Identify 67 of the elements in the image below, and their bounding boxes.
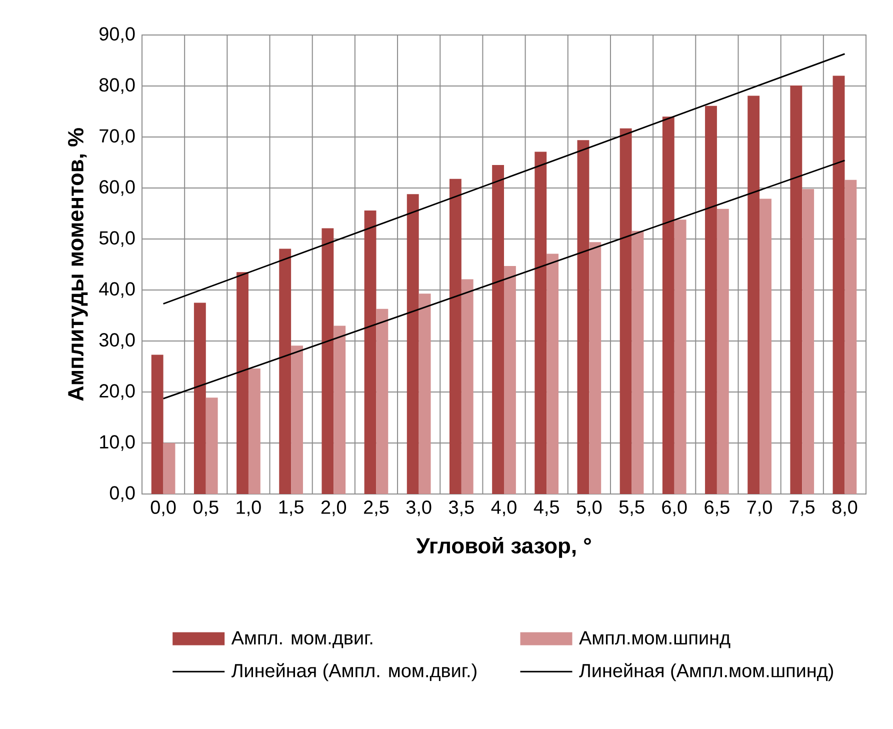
bar bbox=[461, 279, 474, 494]
bar bbox=[534, 152, 547, 494]
x-tick-label: 5,5 bbox=[619, 500, 644, 516]
y-tick-label: 70,0 bbox=[100, 129, 135, 145]
bar bbox=[632, 230, 644, 494]
bar bbox=[376, 308, 388, 494]
y-tick-label: 90,0 bbox=[100, 27, 135, 43]
bar bbox=[279, 248, 292, 494]
bar bbox=[674, 220, 686, 494]
legend-label: Ампл.мом.шпинд bbox=[579, 631, 730, 648]
legend-label: Линейная (Ампл. мом.двиг.) bbox=[232, 663, 476, 682]
x-tick-label: 6,0 bbox=[662, 500, 687, 516]
y-axis-title: Амплитуды моментов, % bbox=[68, 128, 88, 401]
bar bbox=[577, 140, 590, 494]
bar bbox=[364, 210, 376, 494]
x-tick-label: 7,5 bbox=[790, 500, 814, 516]
x-tick-label: 5,0 bbox=[576, 500, 602, 516]
x-tick-label: 2,0 bbox=[321, 500, 346, 516]
bar bbox=[589, 242, 602, 494]
y-tick-label: 60,0 bbox=[100, 180, 135, 196]
bar bbox=[291, 346, 303, 494]
bar bbox=[406, 194, 419, 494]
x-tick-label: 8,0 bbox=[832, 500, 858, 516]
bar bbox=[449, 178, 462, 494]
bar bbox=[662, 116, 674, 494]
bar bbox=[248, 368, 260, 494]
x-tick-label: 3,0 bbox=[406, 500, 432, 516]
bar bbox=[790, 85, 802, 494]
x-tick-label: 0,0 bbox=[150, 500, 176, 516]
legend-label: Линейная (Ампл.мом.шпинд) bbox=[579, 663, 834, 682]
y-tick-label: 0,0 bbox=[110, 486, 135, 502]
bar bbox=[802, 189, 814, 494]
x-tick-label: 4,5 bbox=[534, 500, 559, 516]
bar bbox=[504, 266, 516, 494]
bar bbox=[844, 180, 857, 494]
legend-label: Ампл. мом.двиг. bbox=[231, 631, 372, 648]
y-tick-label: 20,0 bbox=[100, 384, 135, 400]
x-tick-label: 7,0 bbox=[747, 500, 772, 516]
x-tick-label: 6,5 bbox=[704, 500, 730, 516]
y-tick-label: 80,0 bbox=[99, 78, 135, 94]
x-tick-label: 3,5 bbox=[448, 500, 474, 516]
bar bbox=[748, 96, 760, 494]
x-tick-label: 2,5 bbox=[364, 500, 389, 516]
bar bbox=[236, 272, 248, 494]
bar bbox=[418, 294, 431, 494]
bar bbox=[334, 326, 346, 494]
bar bbox=[151, 354, 164, 494]
bar bbox=[206, 398, 218, 494]
bar bbox=[705, 106, 717, 494]
x-tick-label: 1,5 bbox=[279, 500, 304, 516]
y-tick-label: 40,0 bbox=[99, 282, 135, 298]
bar bbox=[716, 208, 729, 494]
y-tick-label: 50,0 bbox=[99, 231, 135, 247]
bar bbox=[322, 228, 334, 494]
y-tick-label: 10,0 bbox=[100, 435, 135, 451]
bar bbox=[760, 198, 772, 494]
x-tick-label: 4,0 bbox=[491, 500, 516, 516]
x-tick-label: 0,5 bbox=[193, 500, 218, 516]
y-tick-label: 30,0 bbox=[99, 333, 135, 349]
bar bbox=[163, 443, 176, 494]
x-axis-title: Угловой зазор, ° bbox=[416, 536, 591, 558]
bar bbox=[546, 254, 559, 494]
x-tick-label: 1,0 bbox=[236, 500, 261, 516]
bar bbox=[832, 76, 845, 494]
bar bbox=[194, 302, 206, 494]
bar bbox=[492, 165, 504, 494]
bar bbox=[620, 128, 632, 494]
